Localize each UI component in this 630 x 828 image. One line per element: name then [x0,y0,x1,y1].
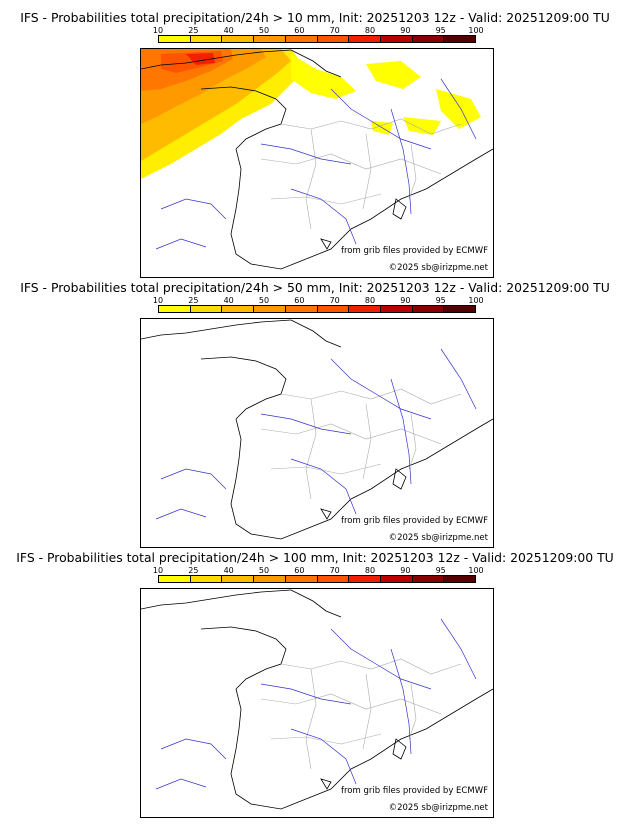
colorbar-segment [349,306,381,312]
colorbar-segment [317,306,350,312]
source-credit: from grib files provided by ECMWF [341,786,488,796]
panel-title: IFS - Probabilities total precipitation/… [20,10,610,25]
colorbar-segment [412,36,445,42]
colorbar-segment [444,36,476,42]
colorbar-segment [349,576,381,582]
colorbar-segment [444,306,476,312]
colorbar [158,35,476,43]
map-panel-10mm: IFS - Probabilities total precipitation/… [0,0,630,278]
colorbar-tick-label: 10 [152,26,164,35]
map-svg [141,319,493,540]
colorbar-segment [222,36,255,42]
map-svg [141,589,493,810]
panel-title: IFS - Probabilities total precipitation/… [16,550,614,565]
region-borders [260,658,462,770]
colorbar-segment [222,576,255,582]
colorbar-tick-label: 100 [468,566,484,575]
colorbar-tick-labels: 10 25 40 50 60 70 80 90 95 100 [153,26,484,36]
colorbar-tick-label: 95 [435,566,446,575]
colorbar-segment [444,576,476,582]
colorbar-segment [222,306,255,312]
colorbar-segment [380,576,413,582]
colorbar-tick-label: 90 [400,296,411,305]
copyright-credit: ©2025 sb@irizpme.net [388,263,488,273]
map-frame [140,318,494,548]
colorbar-segment [190,576,223,582]
colorbar-segment [190,36,223,42]
colorbar-segment [159,576,191,582]
colorbar-tick-label: 50 [258,296,270,305]
colorbar-tick-label: 90 [400,566,411,575]
colorbar-tick-label: 95 [435,296,446,305]
colorbar-tick-label: 60 [294,296,305,305]
map-frame [140,588,494,818]
colorbar-tick-label: 50 [258,26,270,35]
colorbar-tick-label: 70 [329,566,340,575]
colorbar-tick-label: 25 [188,26,199,35]
colorbar [158,575,476,583]
colorbar-segment [412,576,445,582]
colorbar-segment [190,306,223,312]
copyright-credit: ©2025 sb@irizpme.net [388,533,488,543]
source-credit: from grib files provided by ECMWF [341,516,488,526]
colorbar-tick-labels: 10 25 40 50 60 70 80 90 95 100 [153,296,484,306]
colorbar-segment [159,36,191,42]
colorbar-tick-label: 10 [152,566,164,575]
panel-title: IFS - Probabilities total precipitation/… [20,280,610,295]
source-credit: from grib files provided by ECMWF [341,246,488,256]
colorbar-tick-label: 80 [364,296,376,305]
colorbar-tick-label: 90 [400,26,411,35]
colorbar-tick-label: 100 [468,26,484,35]
colorbar-tick-labels: 10 25 40 50 60 70 80 90 95 100 [153,566,484,576]
colorbar-segment [285,576,318,582]
colorbar-segment [285,306,318,312]
colorbar-segment [285,36,318,42]
colorbar-tick-label: 80 [364,566,376,575]
colorbar-tick-label: 40 [223,296,234,305]
colorbar-tick-label: 60 [294,26,305,35]
colorbar-segment [317,36,350,42]
colorbar-tick-label: 95 [435,26,446,35]
map-panel-100mm: IFS - Probabilities total precipitation/… [0,540,630,818]
region-borders [260,388,462,500]
colorbar-tick-label: 100 [468,296,484,305]
rivers [155,618,477,790]
colorbar-segment [349,36,381,42]
colorbar-tick-label: 25 [188,296,199,305]
colorbar-segment [380,306,413,312]
region-borders [260,118,462,230]
colorbar-tick-label: 70 [329,26,340,35]
colorbar-tick-label: 80 [364,26,376,35]
colorbar-tick-label: 10 [152,296,164,305]
colorbar-tick-label: 60 [294,566,305,575]
map-frame [140,48,494,278]
colorbar-segment [254,36,286,42]
colorbar-segment [254,576,286,582]
map-panel-50mm: IFS - Probabilities total precipitation/… [0,270,630,548]
colorbar-segment [159,306,191,312]
colorbar-segment [380,36,413,42]
colorbar-tick-label: 50 [258,566,270,575]
map-svg [141,49,493,270]
rivers [155,78,477,250]
colorbar-tick-label: 70 [329,296,340,305]
colorbar-segment [254,306,286,312]
colorbar-segment [412,306,445,312]
coastline [141,319,493,540]
copyright-credit: ©2025 sb@irizpme.net [388,803,488,813]
coastline [141,49,493,270]
precip-probability-overlay [141,49,481,179]
colorbar-tick-label: 40 [223,566,234,575]
colorbar [158,305,476,313]
coastline [141,589,493,810]
colorbar-segment [317,576,350,582]
colorbar-tick-label: 40 [223,26,234,35]
rivers [155,348,477,520]
colorbar-tick-label: 25 [188,566,199,575]
